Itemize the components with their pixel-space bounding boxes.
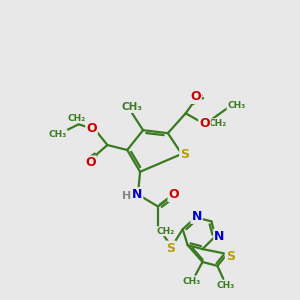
Text: H: H <box>122 190 131 201</box>
Text: CH₃: CH₃ <box>49 130 67 139</box>
Text: CH₂: CH₂ <box>68 114 86 123</box>
Text: O: O <box>85 156 96 170</box>
Text: CH₂: CH₂ <box>157 227 175 236</box>
Text: CH₃: CH₃ <box>227 101 245 110</box>
Text: S: S <box>180 148 189 161</box>
Text: CH₂: CH₂ <box>208 119 226 128</box>
Text: O: O <box>86 122 97 135</box>
Text: CH₃: CH₃ <box>122 102 143 112</box>
Text: S: S <box>226 250 235 263</box>
Text: O: O <box>199 117 210 130</box>
Text: N: N <box>191 210 202 223</box>
Text: CH₃: CH₃ <box>216 281 234 290</box>
Text: N: N <box>214 230 224 243</box>
Text: CH₃: CH₃ <box>182 277 201 286</box>
Text: O: O <box>169 188 179 201</box>
Text: S: S <box>166 242 175 255</box>
Text: O: O <box>190 90 201 103</box>
Text: N: N <box>132 188 142 201</box>
